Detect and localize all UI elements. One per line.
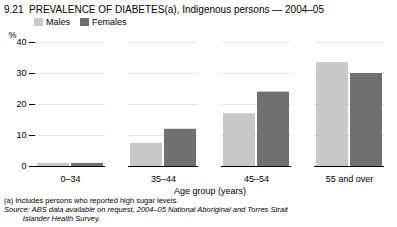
svg-text:30: 30: [16, 68, 26, 78]
html-text:Males: Males: [46, 17, 70, 27]
html-text:Females: Females: [92, 17, 127, 27]
svg-text:10: 10: [16, 130, 26, 140]
html-text:Source: ABS data available on: Source: ABS data available on request, 2…: [4, 205, 288, 214]
svg-text:40: 40: [16, 37, 26, 47]
html-text:Islander Health Survey.: Islander Health Survey.: [4, 214, 101, 223]
html-text:(a) Includes persons who repor: (a) Includes persons who reported high s…: [4, 196, 179, 205]
html-text:9.21 PREVALENCE OF DIABETES(a): 9.21 PREVALENCE OF DIABETES(a), Indigeno…: [4, 4, 324, 15]
svg-text:35–44: 35–44: [151, 174, 176, 184]
svg-text:55 and over: 55 and over: [326, 174, 374, 184]
svg-text:Age group (years): Age group (years): [174, 186, 246, 196]
svg-text:0: 0: [21, 161, 26, 171]
svg-text:%: %: [9, 30, 17, 40]
svg-text:45–54: 45–54: [244, 174, 269, 184]
svg-text:0–34: 0–34: [60, 174, 80, 184]
svg-text:20: 20: [16, 99, 26, 109]
